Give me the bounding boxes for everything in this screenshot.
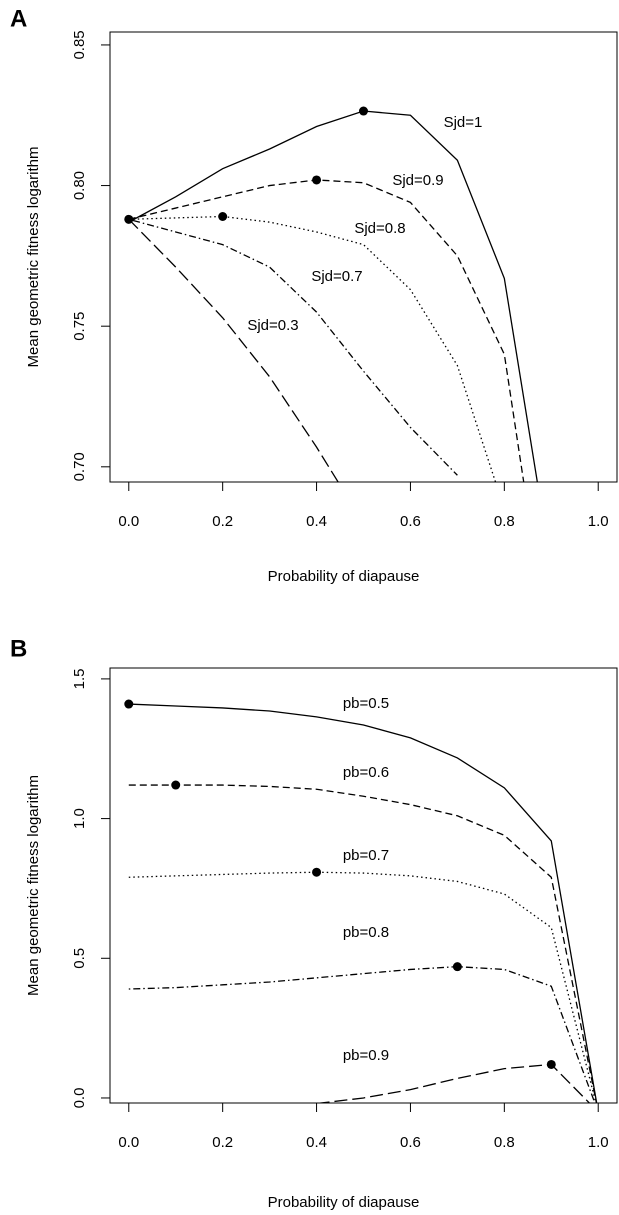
series-line — [128, 218, 458, 476]
y-tick-label: 0.85 — [71, 30, 88, 59]
series-label: pb=0.9 — [343, 1047, 389, 1064]
plot-frame — [109, 31, 618, 483]
series-label: Sjd=0.3 — [247, 317, 298, 334]
panel-letter: B — [10, 635, 27, 662]
y-tick-label: 0.5 — [71, 948, 88, 969]
x-tick-label: 0.6 — [400, 513, 421, 530]
optimum-point — [312, 867, 322, 877]
optimum-point — [312, 175, 322, 185]
series-line — [128, 871, 597, 1103]
optimum-point — [359, 106, 368, 116]
y-tick-label: 0.80 — [71, 171, 88, 200]
optimum-point — [171, 780, 181, 790]
optimum-point — [546, 1059, 556, 1069]
panel-letter: A — [10, 5, 27, 32]
series-line — [128, 703, 598, 1103]
x-axis-label: Probability of diapause — [268, 1194, 420, 1211]
x-tick-label: 1.0 — [588, 1134, 609, 1151]
y-axis-label: Mean geometric fitness logarithm — [25, 775, 42, 996]
optimum-point — [124, 214, 134, 224]
series-line — [128, 784, 598, 1103]
optimum-point — [452, 962, 462, 972]
x-tick-label: 0.8 — [494, 513, 515, 530]
series-label: Sjd=1 — [444, 114, 483, 131]
series-label: Sjd=0.8 — [354, 220, 405, 237]
x-tick-label: 0.4 — [306, 513, 327, 530]
series-label: pb=0.6 — [343, 764, 389, 781]
plot-frame — [109, 667, 618, 1104]
x-tick-label: 0.8 — [494, 1134, 515, 1151]
x-tick-label: 0.6 — [400, 1134, 421, 1151]
series-line — [128, 215, 497, 482]
series-label: Sjd=0.9 — [392, 172, 443, 189]
series-line — [128, 179, 525, 482]
optimum-point — [218, 212, 228, 221]
y-tick-label: 0.70 — [71, 452, 88, 481]
series-line — [316, 1063, 591, 1103]
x-tick-label: 0.0 — [118, 513, 139, 530]
optimum-point — [124, 699, 134, 709]
y-tick-label: 1.0 — [71, 808, 88, 829]
series-line — [128, 966, 596, 1103]
series-line — [128, 110, 538, 482]
series-label: pb=0.5 — [343, 695, 389, 712]
x-tick-label: 0.4 — [306, 1134, 327, 1151]
x-tick-label: 0.2 — [212, 513, 233, 530]
x-tick-label: 1.0 — [588, 513, 609, 530]
series-line — [128, 218, 339, 482]
series-label: Sjd=0.7 — [311, 268, 362, 285]
plot-area — [128, 110, 538, 482]
y-axis-label: Mean geometric fitness logarithm — [25, 147, 42, 368]
y-tick-label: 1.5 — [71, 668, 88, 689]
x-tick-label: 0.0 — [118, 1134, 139, 1151]
y-tick-label: 0.0 — [71, 1088, 88, 1109]
series-label: pb=0.7 — [343, 847, 389, 864]
series-label: pb=0.8 — [343, 924, 389, 941]
x-axis-label: Probability of diapause — [268, 568, 420, 585]
x-tick-label: 0.2 — [212, 1134, 233, 1151]
y-tick-label: 0.75 — [71, 312, 88, 341]
